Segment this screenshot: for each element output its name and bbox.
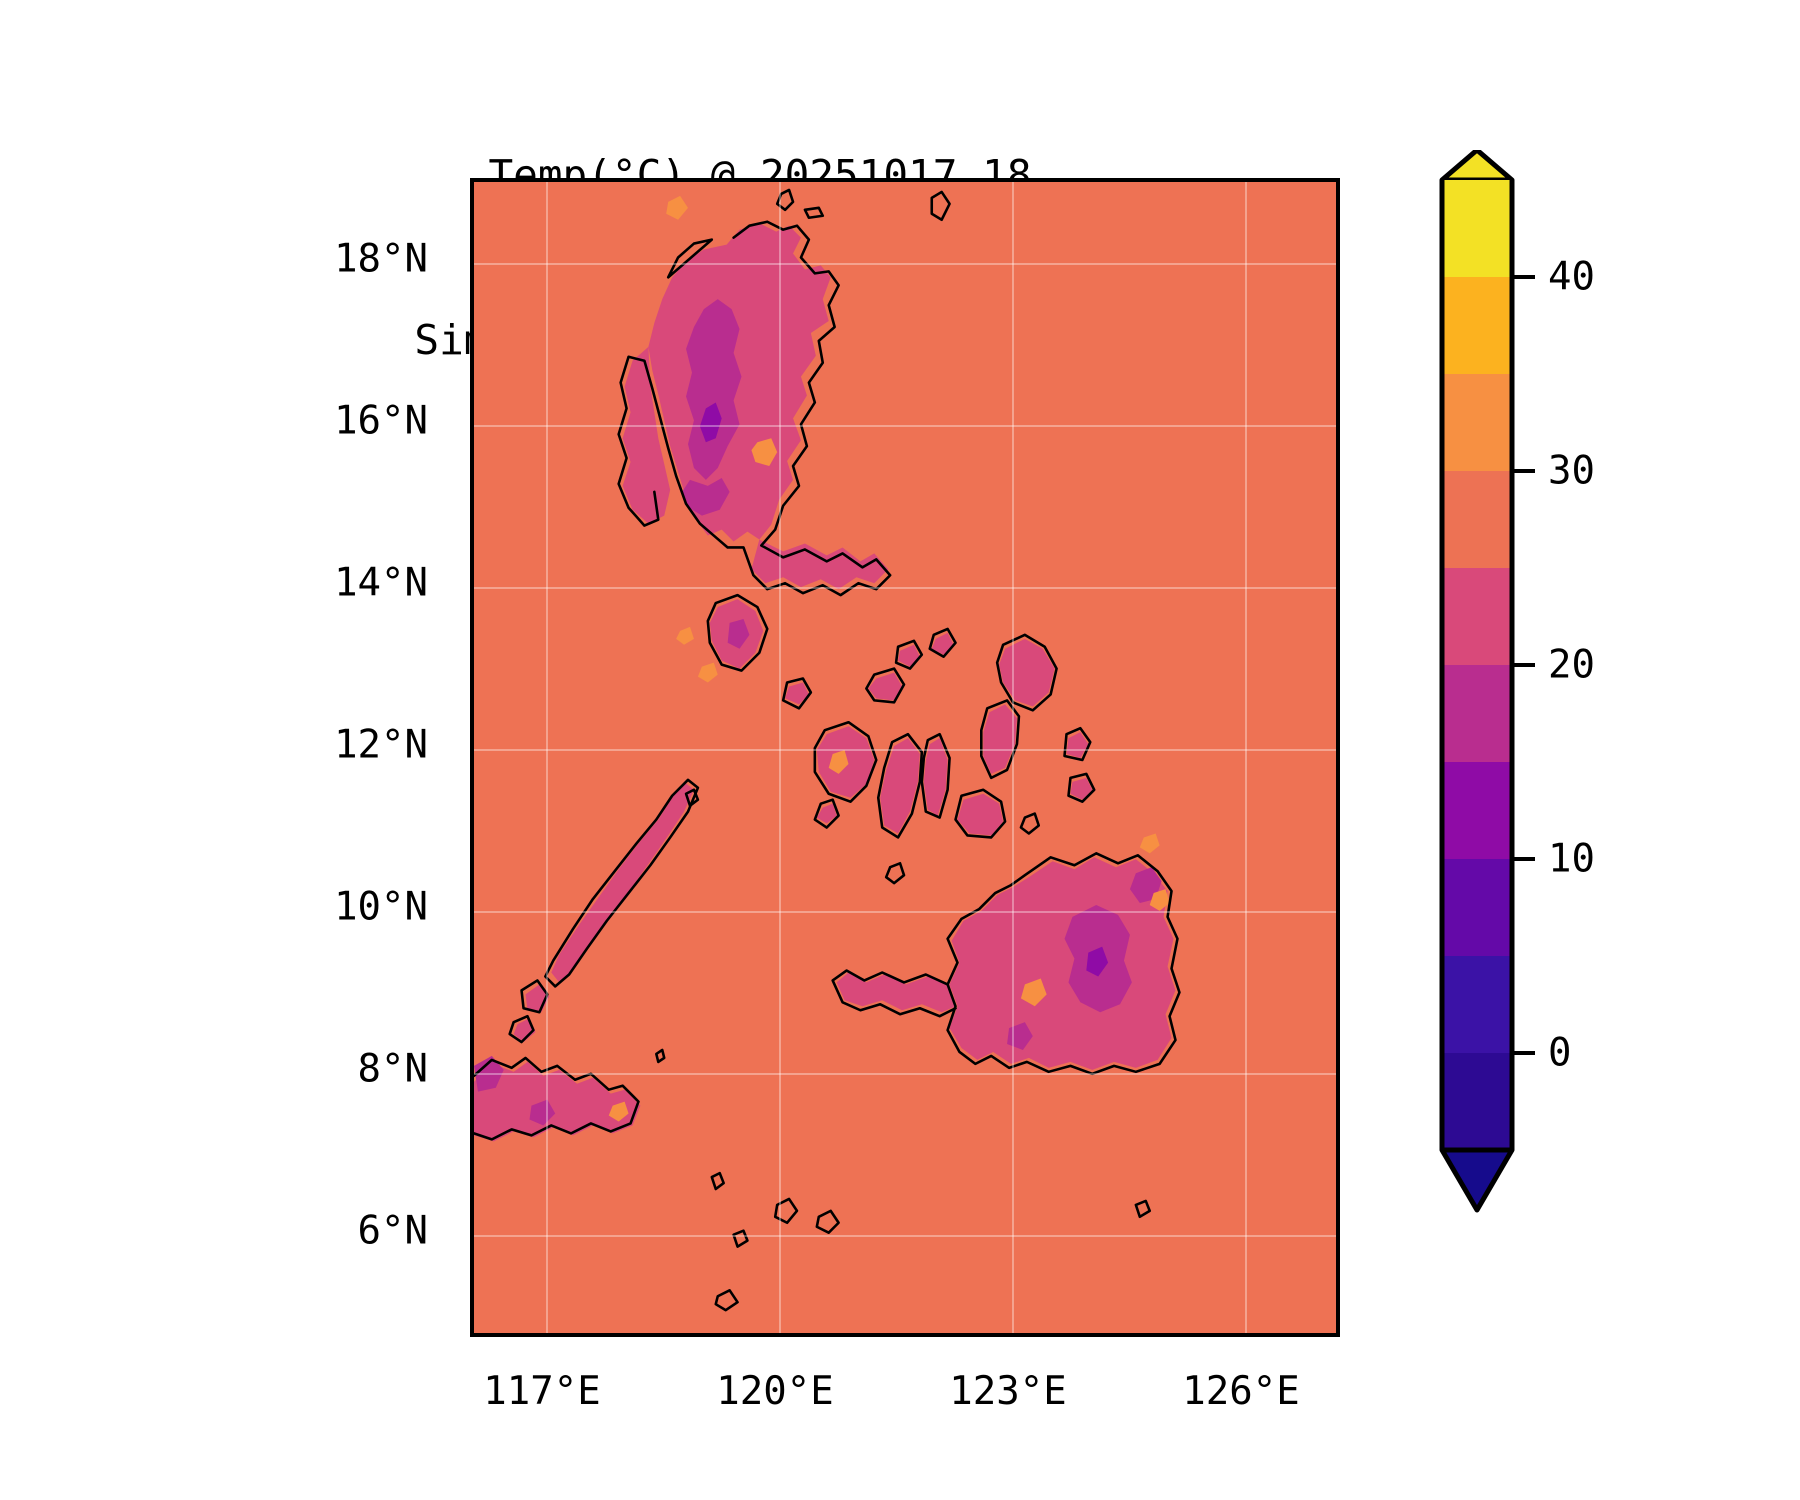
ytick-label-6n: 6°N — [357, 1208, 428, 1254]
ytick-label-12n: 12°N — [334, 722, 428, 768]
gridline-lat-14 — [474, 587, 1336, 589]
colorbar-tick-40: 40 — [1548, 254, 1595, 300]
xtick-label-117e: 117°E — [483, 1369, 601, 1414]
gridline-lat-12 — [474, 749, 1336, 751]
temperature-contour-map — [474, 182, 1336, 1333]
gridline-lat-16 — [474, 425, 1336, 427]
colorbar-gradient — [1439, 150, 1535, 1213]
xtick-label-126e: 126°E — [1182, 1369, 1300, 1414]
map-plot-area — [470, 178, 1340, 1337]
colorbar: 40 30 20 10 0 — [1432, 150, 1632, 1340]
ytick-label-10n: 10°N — [334, 884, 428, 930]
gridline-lon-120 — [779, 182, 781, 1333]
ytick-label-18n: 18°N — [334, 236, 428, 282]
colorbar-tick-30: 30 — [1548, 448, 1595, 494]
colorbar-tick-10: 10 — [1548, 836, 1595, 882]
ytick-label-14n: 14°N — [334, 560, 428, 606]
ytick-label-8n: 8°N — [357, 1046, 428, 1092]
gridline-lat-6 — [474, 1235, 1336, 1237]
ytick-label-16n: 16°N — [334, 398, 428, 444]
gridline-lon-126 — [1245, 182, 1247, 1333]
xtick-label-123e: 123°E — [949, 1369, 1067, 1414]
colorbar-tick-0: 0 — [1548, 1030, 1572, 1076]
colorbar-tick-20: 20 — [1548, 642, 1595, 688]
gridline-lon-117 — [546, 182, 548, 1333]
gridline-lat-18 — [474, 263, 1336, 265]
gridline-lat-10 — [474, 911, 1336, 913]
gridline-lon-123 — [1012, 182, 1014, 1333]
gridline-lat-8 — [474, 1073, 1336, 1075]
xtick-label-120e: 120°E — [716, 1369, 834, 1414]
